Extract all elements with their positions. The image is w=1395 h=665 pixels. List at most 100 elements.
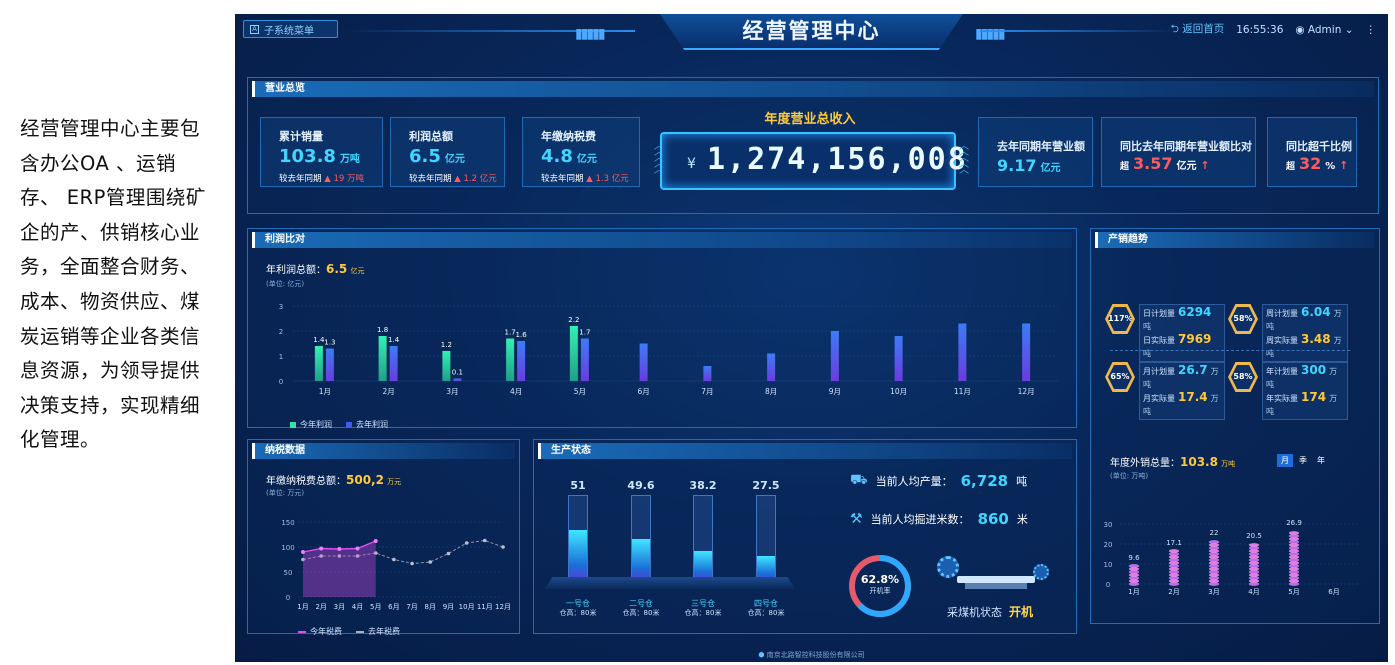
coin-segment [1128,582,1140,586]
coin-segment [1168,561,1180,565]
y-tick-label: 0 [279,378,283,386]
tab-quarter[interactable]: 季 [1299,456,1307,465]
x-tick-label: 7月 [406,603,417,610]
sales-kpi-values: 日计划量 6294吨 日实际量 7969吨 [1139,304,1225,362]
silo-tank [631,495,651,582]
bar-label: 1.2 [441,341,452,349]
coin-segment [1288,564,1300,568]
coin-segment [1288,546,1300,550]
revenue-panel-title: 营业总览 [252,81,1374,97]
x-tick-label: 12月 [1018,387,1035,396]
kpi-profit: 利润总额 6.5 亿元 较去年同期 ▲ 1.2 亿元 [390,117,505,187]
point-this-year [301,550,305,554]
x-tick-label: 3月 [446,387,458,396]
tab-month[interactable]: 月 [1277,454,1293,467]
arrow-up-icon: ↑ [1335,159,1349,172]
x-tick-label: 11月 [954,387,971,396]
line-last-year [302,539,504,565]
tax-legend: 今年税费 去年税费 [298,626,400,637]
silo-name: 四号仓 [754,599,778,608]
coin-segment [1248,573,1260,577]
coin-segment [1248,576,1260,580]
coin-segment [1288,537,1300,541]
bar-label: 2.2 [568,316,579,324]
coin-segment [1208,543,1220,547]
profit-unit-note: (单位: 亿元) [266,280,305,288]
coin-segment [1168,579,1180,583]
annual-revenue-box: ¥ 1,274,156,008 [660,132,966,190]
subsystem-menu-label: 子系统菜单 [264,25,314,37]
title-decor-line-left [345,30,635,32]
coin-segment [1208,549,1220,553]
rate-text: 62.8% 开机率 [860,573,900,595]
coin-segment [1248,567,1260,571]
bar-label: 1.6 [516,331,528,339]
silo-value: 51 [570,479,586,492]
coin-segment [1168,567,1180,571]
coin-segment [1208,576,1220,580]
coin-segment [1168,570,1180,574]
point-this-year [355,546,360,551]
point-last-year [355,554,360,558]
x-tick-label: 6月 [637,387,649,396]
point-last-year [337,554,342,558]
shearer-icon [935,554,1055,596]
kpi-value: 6.5 亿元 [409,146,465,167]
bar-this-year [442,351,451,381]
x-tick-label: 6月 [388,603,399,610]
sales-kpi-block: 58% 年计划量 300 万吨 年实际量 174 万吨 [1228,359,1348,420]
x-tick-label: 6月 [1328,588,1339,596]
y-tick-label: 1 [279,353,283,361]
coin-segment [1248,561,1260,565]
subsystem-menu-button[interactable]: A 子系统菜单 [243,20,338,38]
coin-segment [1128,573,1140,577]
coin-segment [1288,543,1300,547]
coin-segment [1248,564,1260,568]
kpi-label: 利润总额 [409,130,453,143]
point-last-year [464,541,469,545]
coin-segment [1128,564,1140,568]
kpi-value: 4.8 亿元 [541,146,597,167]
per-dig-row: ⚒ 当前人均掘进米数： 860 米 [850,510,1028,528]
tax-panel-title: 纳税数据 [252,443,515,459]
tab-year[interactable]: 年 [1317,456,1325,465]
silo-name: 三号仓 [691,599,715,608]
silo-value: 27.5 [752,479,780,492]
point-this-year [319,546,324,551]
back-home-link[interactable]: ⮌ 返回首页 [1170,23,1225,35]
y-tick-label: 50 [284,569,293,577]
sales-chart: 0 10 20 30 1月 9.6 2月 17.1 3月 22 4月 20.5 5月 26.9 6月 [1104,519,1360,596]
bar-label: 1.7 [505,329,516,337]
y-tick-label: 0 [1106,581,1110,589]
sales-kpi-block: 58% 周计划量 6.04 万吨 周实际量 3.48 万吨 [1228,301,1348,362]
y-tick-label: 10 [1104,561,1113,569]
bar-last-year [1022,323,1031,381]
user-menu[interactable]: ◉ Admin ⌄ [1295,24,1354,36]
x-tick-label: 8月 [765,387,777,396]
x-tick-label: 12月 [495,603,511,610]
bar-label: 1.8 [377,326,388,334]
silo-name: 一号仓 [566,599,590,608]
coin-segment [1128,576,1140,580]
coin-segment [1288,540,1300,544]
silo-name: 二号仓 [629,599,653,608]
coin-segment [1208,564,1220,568]
sales-period-tabs: 月 季 年 [1277,454,1329,467]
kpi-compare: 较去年同期 ▲ 19 万吨 [279,174,364,184]
truck-icon: ⛟ [850,472,868,488]
coin-segment [1208,546,1220,550]
x-tick-label: 1月 [297,603,308,610]
bar-label: 22 [1210,529,1219,537]
point-last-year [373,551,378,555]
x-tick-label: 4月 [352,603,363,610]
silo-tank [756,495,776,582]
more-icon[interactable]: ⋮ [1365,24,1377,36]
coin-segment [1288,567,1300,571]
profit-legend: 今年利润 去年利润 [290,419,388,430]
bar-last-year [767,353,776,381]
y-tick-label: 2 [279,328,283,336]
bar-label: 20.5 [1246,532,1262,540]
page-title: 经营管理中心 [742,19,881,43]
coin-segment [1288,558,1300,562]
x-tick-label: 10月 [890,387,907,396]
